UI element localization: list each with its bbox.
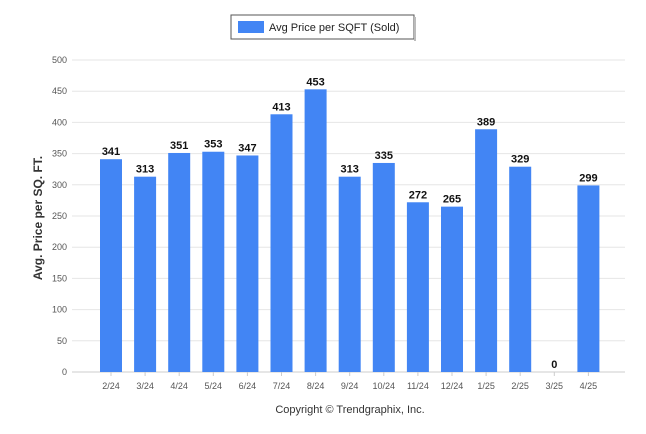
legend-label: Avg Price per SQFT (Sold) xyxy=(269,22,399,34)
bar xyxy=(372,162,395,372)
x-tick-label: 4/24 xyxy=(170,381,188,391)
x-tick-label: 10/24 xyxy=(373,381,396,391)
bar xyxy=(304,89,327,372)
y-tick-label: 100 xyxy=(52,305,67,315)
data-labels: 341 313 351 353 347 413 453 313 335 272 265 389 329 0… xyxy=(102,76,598,371)
bar xyxy=(406,202,429,372)
x-tick-label: 2/24 xyxy=(102,381,120,391)
bar xyxy=(475,129,498,372)
bar xyxy=(202,151,225,372)
bar xyxy=(441,206,463,372)
x-tick-label: 2/25 xyxy=(511,381,529,391)
data-label: 313 xyxy=(341,164,359,176)
x-axis-ticks: 2/24 3/24 4/24 5/24 6/24 7/24 8/24 9/24 10/24 11/… xyxy=(102,372,597,391)
data-label: 265 xyxy=(443,194,461,206)
data-label: 347 xyxy=(238,142,256,154)
data-label: 0 xyxy=(551,359,557,371)
x-tick-label: 6/24 xyxy=(239,381,257,391)
y-tick-label: 300 xyxy=(52,180,67,190)
y-tick-label: 150 xyxy=(52,273,67,283)
bar xyxy=(236,155,259,372)
data-label: 272 xyxy=(409,189,427,201)
legend-swatch xyxy=(238,21,264,33)
bar xyxy=(338,176,361,372)
data-label: 413 xyxy=(272,101,290,113)
data-label: 341 xyxy=(102,146,120,158)
legend-box-shadow xyxy=(414,17,416,41)
bar xyxy=(577,185,600,372)
x-tick-label: 11/24 xyxy=(407,381,429,391)
data-label: 453 xyxy=(306,76,324,88)
data-label: 335 xyxy=(375,150,393,162)
x-tick-label: 9/24 xyxy=(341,381,359,391)
y-tick-label: 350 xyxy=(52,149,67,159)
y-tick-label: 400 xyxy=(52,117,67,127)
copyright-footer: Copyright © Trendgraphix, Inc. xyxy=(275,404,424,416)
y-tick-label: 200 xyxy=(52,242,67,252)
data-label: 299 xyxy=(579,172,597,184)
x-tick-label: 7/24 xyxy=(273,381,291,391)
bar xyxy=(168,152,191,372)
data-label: 329 xyxy=(511,154,529,166)
y-tick-label: 450 xyxy=(52,86,67,96)
data-label: 351 xyxy=(170,140,188,152)
data-label: 313 xyxy=(136,164,154,176)
bars xyxy=(100,89,600,373)
data-label: 389 xyxy=(477,116,495,128)
x-tick-label: 3/24 xyxy=(136,381,154,391)
bar xyxy=(100,159,122,372)
bar xyxy=(134,176,157,372)
bar xyxy=(270,114,293,373)
bar xyxy=(509,166,532,372)
y-axis-ticks: 0 50 100 150 200 250 300 350 400 450 500 xyxy=(52,55,67,377)
data-label: 353 xyxy=(204,139,222,151)
y-tick-label: 250 xyxy=(52,211,67,221)
x-tick-label: 12/24 xyxy=(441,381,464,391)
legend: Avg Price per SQFT (Sold) xyxy=(230,14,416,41)
y-axis-label: Avg. Price per SQ. FT. xyxy=(31,156,45,280)
x-tick-label: 4/25 xyxy=(580,381,598,391)
x-tick-label: 1/25 xyxy=(477,381,495,391)
x-tick-label: 3/25 xyxy=(546,381,564,391)
x-tick-label: 8/24 xyxy=(307,381,325,391)
y-tick-label: 500 xyxy=(52,55,67,65)
y-tick-label: 0 xyxy=(62,367,67,377)
x-tick-label: 5/24 xyxy=(205,381,223,391)
y-tick-label: 50 xyxy=(57,336,67,346)
